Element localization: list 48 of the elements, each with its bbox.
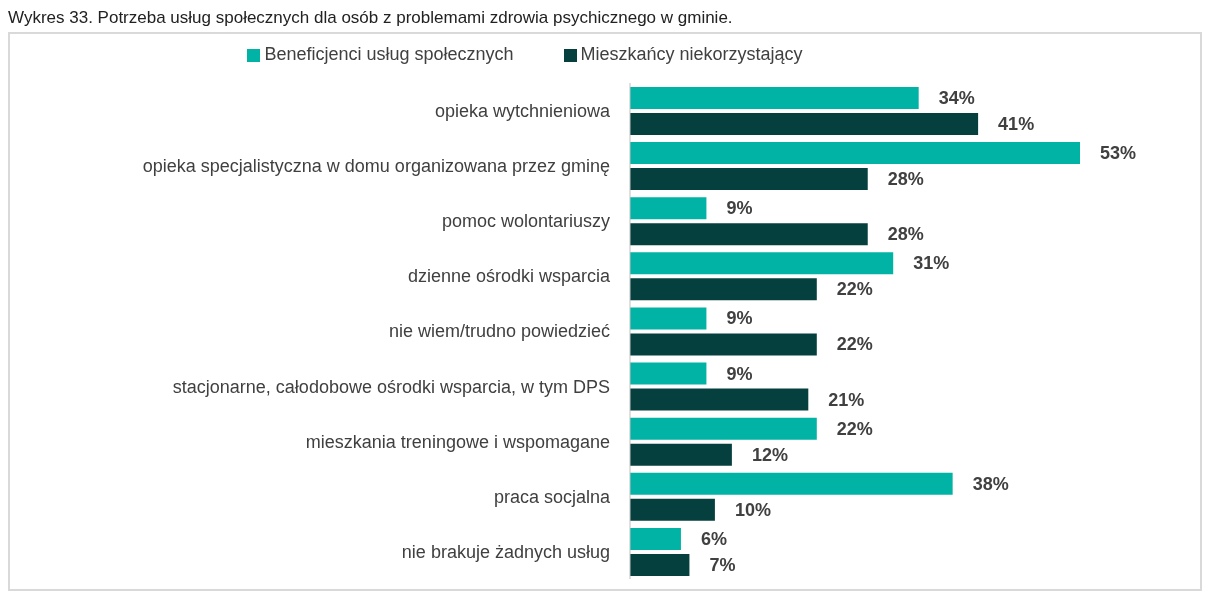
bar xyxy=(630,197,707,220)
data-label: 22% xyxy=(836,334,873,355)
y-tick-label: opieka wytchnieniowa xyxy=(434,100,611,121)
bar xyxy=(630,307,707,330)
data-label: 6% xyxy=(700,528,727,549)
data-label: 28% xyxy=(887,169,924,190)
bar xyxy=(630,362,707,385)
y-tick-label: nie brakuje żadnych usług xyxy=(401,541,610,562)
bar xyxy=(630,87,919,109)
y-tick-label: pomoc wolontariuszy xyxy=(441,211,610,232)
data-label: 9% xyxy=(726,198,753,219)
legend-label: Mieszkańcy niekorzystający xyxy=(580,44,803,64)
data-label: 9% xyxy=(726,308,753,329)
y-tick-label: nie wiem/trudno powiedzieć xyxy=(388,321,610,342)
text: Wykres 33. Potrzeba usług społecznych dla osób z problemami zdrowia psychicznego w gminie. xyxy=(8,8,734,28)
data-label: 41% xyxy=(998,114,1035,134)
legend-label: Beneficjenci usług społecznych xyxy=(264,44,514,64)
bar xyxy=(630,553,690,576)
data-label: 28% xyxy=(887,224,924,245)
bar xyxy=(630,142,1080,165)
bar xyxy=(630,388,809,411)
bar xyxy=(630,113,979,135)
data-label: 38% xyxy=(972,473,1009,494)
data-label: 10% xyxy=(734,499,771,520)
data-label: 22% xyxy=(836,279,873,300)
data-label: 7% xyxy=(709,554,736,575)
data-label: 9% xyxy=(726,363,753,384)
bar xyxy=(630,252,894,275)
data-label: 31% xyxy=(913,253,950,274)
bar xyxy=(630,498,715,521)
bar xyxy=(630,443,732,466)
bar xyxy=(630,333,817,356)
data-label: 22% xyxy=(836,418,873,439)
bar xyxy=(630,278,817,301)
bar xyxy=(630,168,868,191)
data-label: 34% xyxy=(938,88,975,108)
data-label: 53% xyxy=(1100,143,1137,164)
bar xyxy=(630,223,868,246)
y-tick-label: stacjonarne, całodobowe ośrodki wsparcia, w tym DPS xyxy=(172,376,610,397)
y-tick-label: mieszkania treningowe i wspomagane xyxy=(305,431,610,452)
data-label: 12% xyxy=(751,444,788,465)
y-tick-label: opieka specjalistyczna w domu organizowana przez gminę xyxy=(142,156,610,177)
bar xyxy=(630,472,953,495)
y-tick-label: praca socjalna xyxy=(493,486,611,507)
bar xyxy=(630,417,817,440)
y-tick-label: dzienne ośrodki wsparcia xyxy=(407,266,611,287)
data-label: 21% xyxy=(828,389,865,410)
bar xyxy=(630,527,681,550)
